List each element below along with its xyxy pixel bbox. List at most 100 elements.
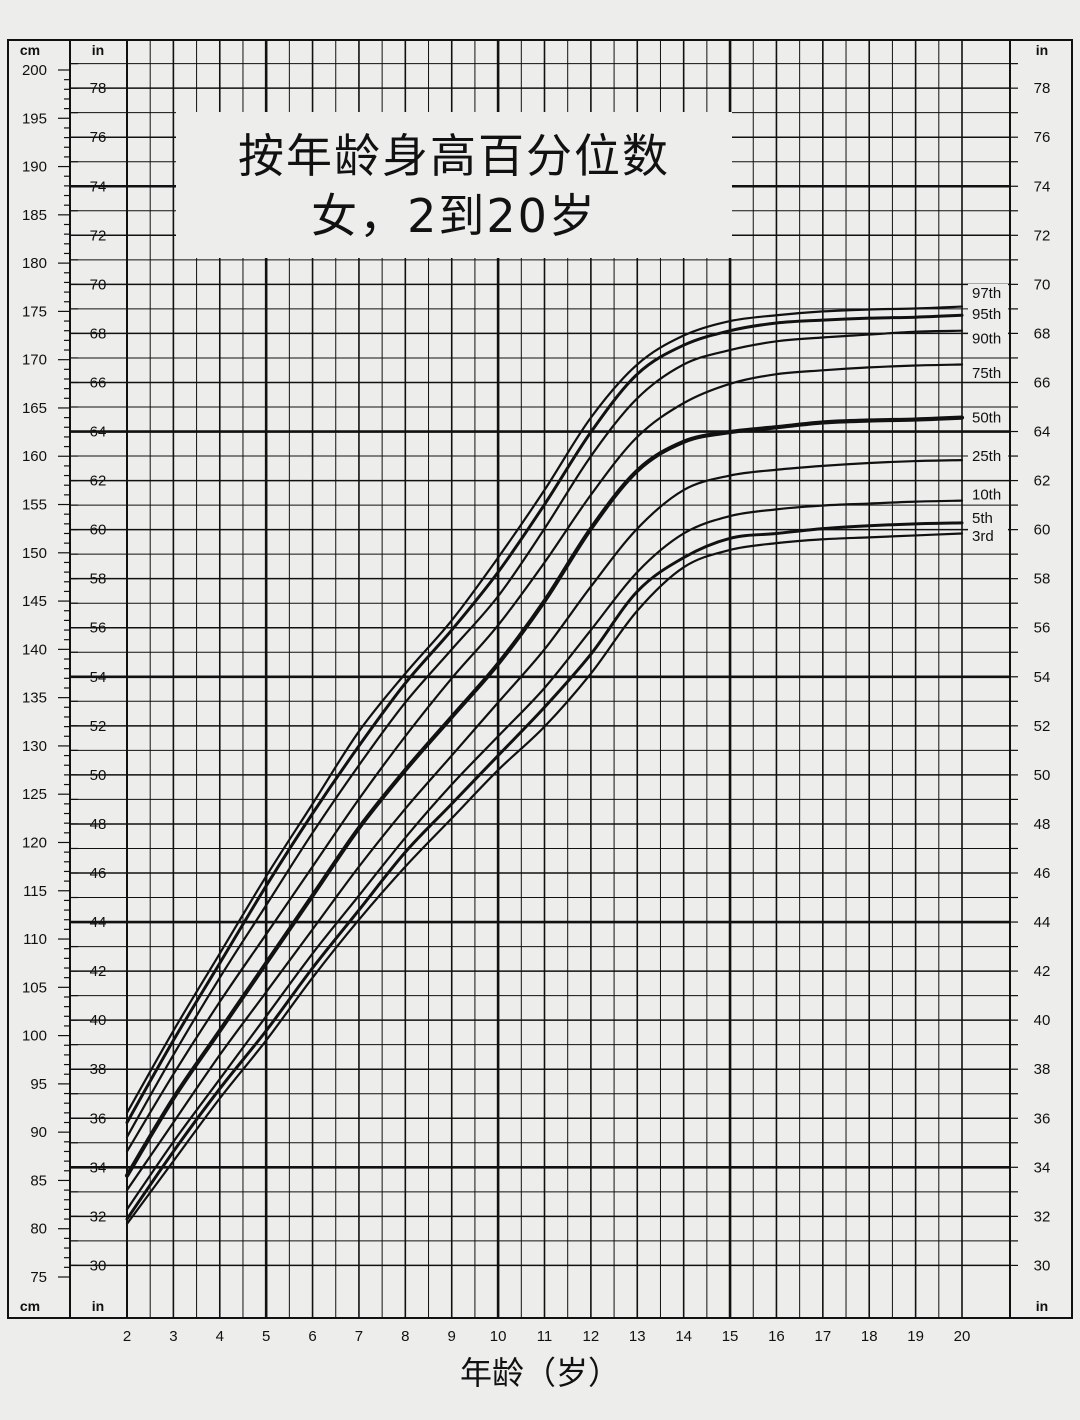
in-tick-label: 42 — [90, 963, 107, 980]
in-tick-label: 30 — [90, 1257, 107, 1274]
in-tick-label: 76 — [90, 129, 107, 146]
in-tick-label: 78 — [90, 80, 107, 97]
in-tick-label: 34 — [90, 1159, 107, 1176]
label-75th: 75th — [972, 365, 1001, 382]
cm-tick-label: 115 — [23, 883, 47, 900]
cm-tick-label: 110 — [23, 931, 47, 948]
in-tick-label: 68 — [90, 325, 107, 342]
age-tick-label: 12 — [583, 1328, 600, 1345]
in-tick-label: 56 — [90, 620, 107, 637]
label-bg-3rd — [968, 527, 1008, 545]
age-tick-label: 7 — [355, 1328, 363, 1345]
cm-tick-label: 180 — [22, 255, 47, 272]
unit-label: in — [92, 42, 104, 58]
in-tick-label: 62 — [90, 473, 107, 490]
curve-3rd — [125, 532, 964, 1225]
unit-label: in — [1036, 1298, 1048, 1314]
in-tick-label: 52 — [90, 718, 107, 735]
in-tick-label: 54 — [1034, 669, 1051, 686]
label-bg-90th — [968, 329, 1008, 347]
in-tick-label: 56 — [1034, 620, 1051, 637]
in-tick-label: 70 — [90, 276, 107, 293]
curve-50th — [124, 415, 965, 1178]
age-tick-label: 10 — [490, 1328, 507, 1345]
cm-tick-label: 185 — [22, 207, 47, 224]
cm-tick-label: 135 — [22, 690, 47, 707]
in-tick-label: 32 — [1034, 1208, 1051, 1225]
curve-95th — [125, 313, 964, 1124]
curve-5th — [125, 521, 964, 1221]
cm-tick-label: 105 — [22, 979, 47, 996]
in-tick-label: 66 — [1034, 374, 1051, 391]
age-tick-label: 19 — [907, 1328, 924, 1345]
cm-tick-label: 100 — [22, 1028, 47, 1045]
label-25th: 25th — [972, 448, 1001, 465]
age-tick-label: 4 — [216, 1328, 224, 1345]
label-10th: 10th — [972, 487, 1001, 504]
cm-tick-label: 150 — [22, 545, 47, 562]
label-3rd: 3rd — [972, 528, 994, 545]
in-tick-label: 60 — [90, 522, 107, 539]
cm-tick-label: 120 — [22, 834, 47, 851]
in-tick-label: 44 — [90, 914, 107, 931]
in-tick-label: 54 — [90, 669, 107, 686]
in-tick-label: 32 — [90, 1208, 107, 1225]
in-tick-label: 38 — [1034, 1061, 1051, 1078]
cm-tick-label: 165 — [22, 400, 47, 417]
age-tick-label: 16 — [768, 1328, 785, 1345]
in-tick-label: 72 — [1034, 227, 1051, 244]
age-tick-label: 5 — [262, 1328, 270, 1345]
in-tick-label: 30 — [1034, 1257, 1051, 1274]
label-90th: 90th — [972, 330, 1001, 347]
in-tick-label: 46 — [90, 865, 107, 882]
age-tick-label: 14 — [675, 1328, 692, 1345]
cm-tick-label: 75 — [30, 1269, 47, 1286]
percentile-curves — [124, 305, 965, 1225]
cm-tick-label: 175 — [22, 303, 47, 320]
label-bg-50th — [968, 408, 1008, 426]
curve-75th — [125, 363, 964, 1153]
age-tick-label: 15 — [722, 1328, 739, 1345]
label-bg-5th — [968, 508, 1008, 526]
in-tick-label: 48 — [90, 816, 107, 833]
unit-label: cm — [20, 1298, 40, 1314]
label-97th: 97th — [972, 285, 1001, 302]
age-tick-label: 13 — [629, 1328, 646, 1345]
cm-tick-label: 95 — [30, 1076, 47, 1093]
age-tick-label: 17 — [814, 1328, 831, 1345]
in-tick-label: 68 — [1034, 325, 1051, 342]
unit-label: cm — [20, 42, 40, 58]
age-tick-label: 11 — [537, 1328, 553, 1345]
in-tick-label: 34 — [1034, 1159, 1051, 1176]
in-tick-label: 52 — [1034, 718, 1051, 735]
label-bg-95th — [968, 305, 1008, 323]
age-tick-label: 20 — [954, 1328, 971, 1345]
chart-title-box: 按年龄身高百分位数 女，2到20岁 — [176, 112, 732, 258]
cm-tick-label: 80 — [30, 1221, 47, 1238]
cm-tick-label: 125 — [22, 786, 47, 803]
cm-tick-label: 160 — [22, 448, 47, 465]
in-tick-label: 48 — [1034, 816, 1051, 833]
in-tick-label: 74 — [1034, 178, 1051, 195]
age-tick-label: 18 — [861, 1328, 878, 1345]
in-tick-label: 58 — [90, 571, 107, 588]
label-5th: 5th — [972, 510, 993, 527]
curve-97th — [125, 305, 964, 1114]
in-tick-label: 60 — [1034, 522, 1051, 539]
in-tick-label: 44 — [1034, 914, 1051, 931]
cm-tick-label: 195 — [22, 110, 47, 127]
in-tick-label: 36 — [90, 1110, 107, 1127]
in-tick-label: 36 — [1034, 1110, 1051, 1127]
cm-tick-label: 140 — [22, 641, 47, 658]
in-tick-label: 62 — [1034, 473, 1051, 490]
in-tick-label: 74 — [90, 178, 107, 195]
cm-tick-label: 200 — [22, 62, 47, 79]
in-tick-label: 72 — [90, 227, 107, 244]
cm-tick-label: 85 — [30, 1172, 47, 1189]
label-bg-75th — [968, 364, 1008, 382]
label-bg-10th — [968, 485, 1008, 503]
cm-tick-label: 170 — [22, 352, 47, 369]
label-bg-25th — [968, 447, 1008, 465]
label-95th: 95th — [972, 306, 1001, 323]
